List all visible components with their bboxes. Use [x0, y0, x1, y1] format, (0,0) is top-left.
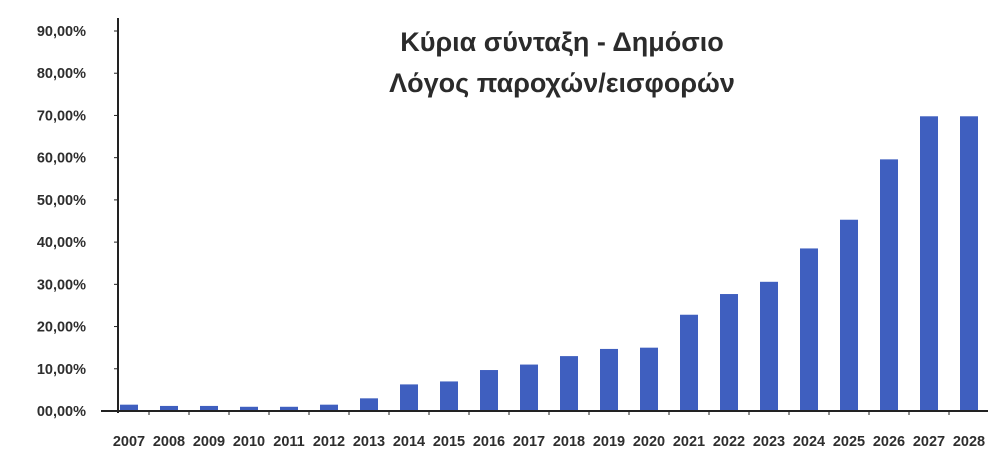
- x-tick-label: 2026: [873, 434, 905, 450]
- bar-2027: [920, 116, 938, 411]
- y-tick-label: 60,00%: [37, 151, 86, 167]
- x-tick-label: 2020: [633, 434, 665, 450]
- bar-2026: [880, 159, 898, 411]
- chart-title: Κύρια σύνταξη - Δημόσιο: [400, 27, 724, 57]
- x-tick-label: 2013: [353, 434, 385, 450]
- bar-2028: [960, 116, 978, 411]
- x-tick-label: 2023: [753, 434, 785, 450]
- bar-2018: [560, 356, 578, 411]
- bar-2014: [400, 384, 418, 411]
- bar-2024: [800, 248, 818, 411]
- bar-2013: [360, 398, 378, 411]
- x-tick-label: 2022: [713, 434, 745, 450]
- x-tick-label: 2024: [793, 434, 825, 450]
- bars: [120, 116, 978, 411]
- x-tick-label: 2025: [833, 434, 865, 450]
- bar-2010: [240, 406, 258, 411]
- x-tick-label: 2027: [913, 434, 945, 450]
- y-tick-label: 40,00%: [37, 235, 86, 251]
- bar-2019: [600, 348, 618, 411]
- y-tick-label: 00,00%: [37, 404, 86, 420]
- x-tick-label: 2017: [513, 434, 545, 450]
- x-tick-label: 2021: [673, 434, 705, 450]
- bar-2020: [640, 347, 658, 411]
- bar-2021: [680, 314, 698, 411]
- bar-2009: [200, 405, 218, 411]
- x-tick-label: 2010: [233, 434, 265, 450]
- bar-2023: [760, 281, 778, 411]
- y-tick-label: 80,00%: [37, 66, 86, 82]
- bar-2012: [320, 404, 338, 411]
- bar-2016: [480, 370, 498, 411]
- x-tick-label: 2008: [153, 434, 185, 450]
- x-tick-label: 2028: [953, 434, 985, 450]
- bar-2022: [720, 294, 738, 411]
- x-tick-label: 2015: [433, 434, 465, 450]
- x-tick-label: 2009: [193, 434, 225, 450]
- x-tick-label: 2012: [313, 434, 345, 450]
- x-tick-label: 2018: [553, 434, 585, 450]
- bar-2008: [160, 405, 178, 411]
- y-tick-label: 90,00%: [37, 24, 86, 40]
- x-axis-ticks: 2007 2008 2009 2010 2011 2012 2013 2014 2015 2016…: [113, 411, 985, 450]
- y-tick-label: 30,00%: [37, 277, 86, 293]
- bar-2011: [280, 406, 298, 411]
- x-tick-label: 2011: [273, 434, 304, 450]
- y-tick-label: 20,00%: [37, 320, 86, 336]
- y-axis-ticks: 00,00% 10,00% 20,00% 30,00% 40,00% 50,00% 60,0…: [37, 24, 118, 420]
- y-tick-label: 70,00%: [37, 108, 86, 124]
- chart-subtitle: Λόγος παροχών/εισφορών: [389, 68, 735, 98]
- y-tick-label: 50,00%: [37, 193, 86, 209]
- x-tick-label: 2014: [393, 434, 425, 450]
- bar-2017: [520, 364, 538, 411]
- x-tick-label: 2019: [593, 434, 625, 450]
- bar-2015: [440, 381, 458, 411]
- bar-2025: [840, 219, 858, 411]
- x-tick-label: 2016: [473, 434, 505, 450]
- bar-2007: [120, 404, 138, 411]
- x-tick-label: 2007: [113, 434, 145, 450]
- y-tick-label: 10,00%: [37, 362, 86, 378]
